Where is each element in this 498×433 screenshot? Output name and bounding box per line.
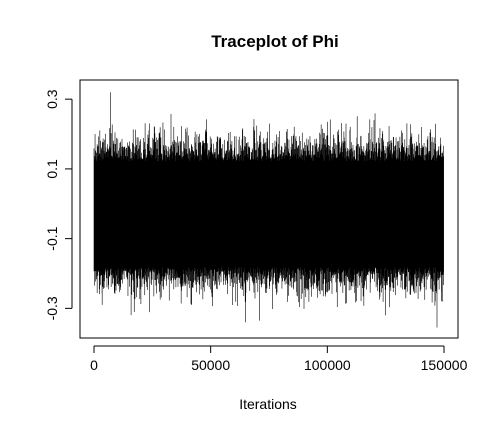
x-tick-label: 0 [90, 357, 98, 373]
x-tick-label: 150000 [421, 357, 468, 373]
y-tick-label: -0.3 [44, 296, 60, 320]
y-axis: -0.3 -0.1 0.1 0.3 [44, 89, 73, 320]
y-tick-label: 0.1 [44, 159, 60, 179]
trace-line [93, 92, 444, 328]
x-axis-label: Iterations [239, 396, 297, 412]
plot-frame [79, 79, 459, 339]
x-tick-label: 100000 [304, 357, 351, 373]
y-tick-label: -0.1 [44, 226, 60, 250]
y-tick-label: 0.3 [44, 89, 60, 109]
chart-title: Traceplot of Phi [211, 32, 339, 51]
x-axis: 0 50000 100000 150000 [90, 345, 468, 373]
trace-series [93, 92, 444, 328]
x-tick-label: 50000 [191, 357, 230, 373]
